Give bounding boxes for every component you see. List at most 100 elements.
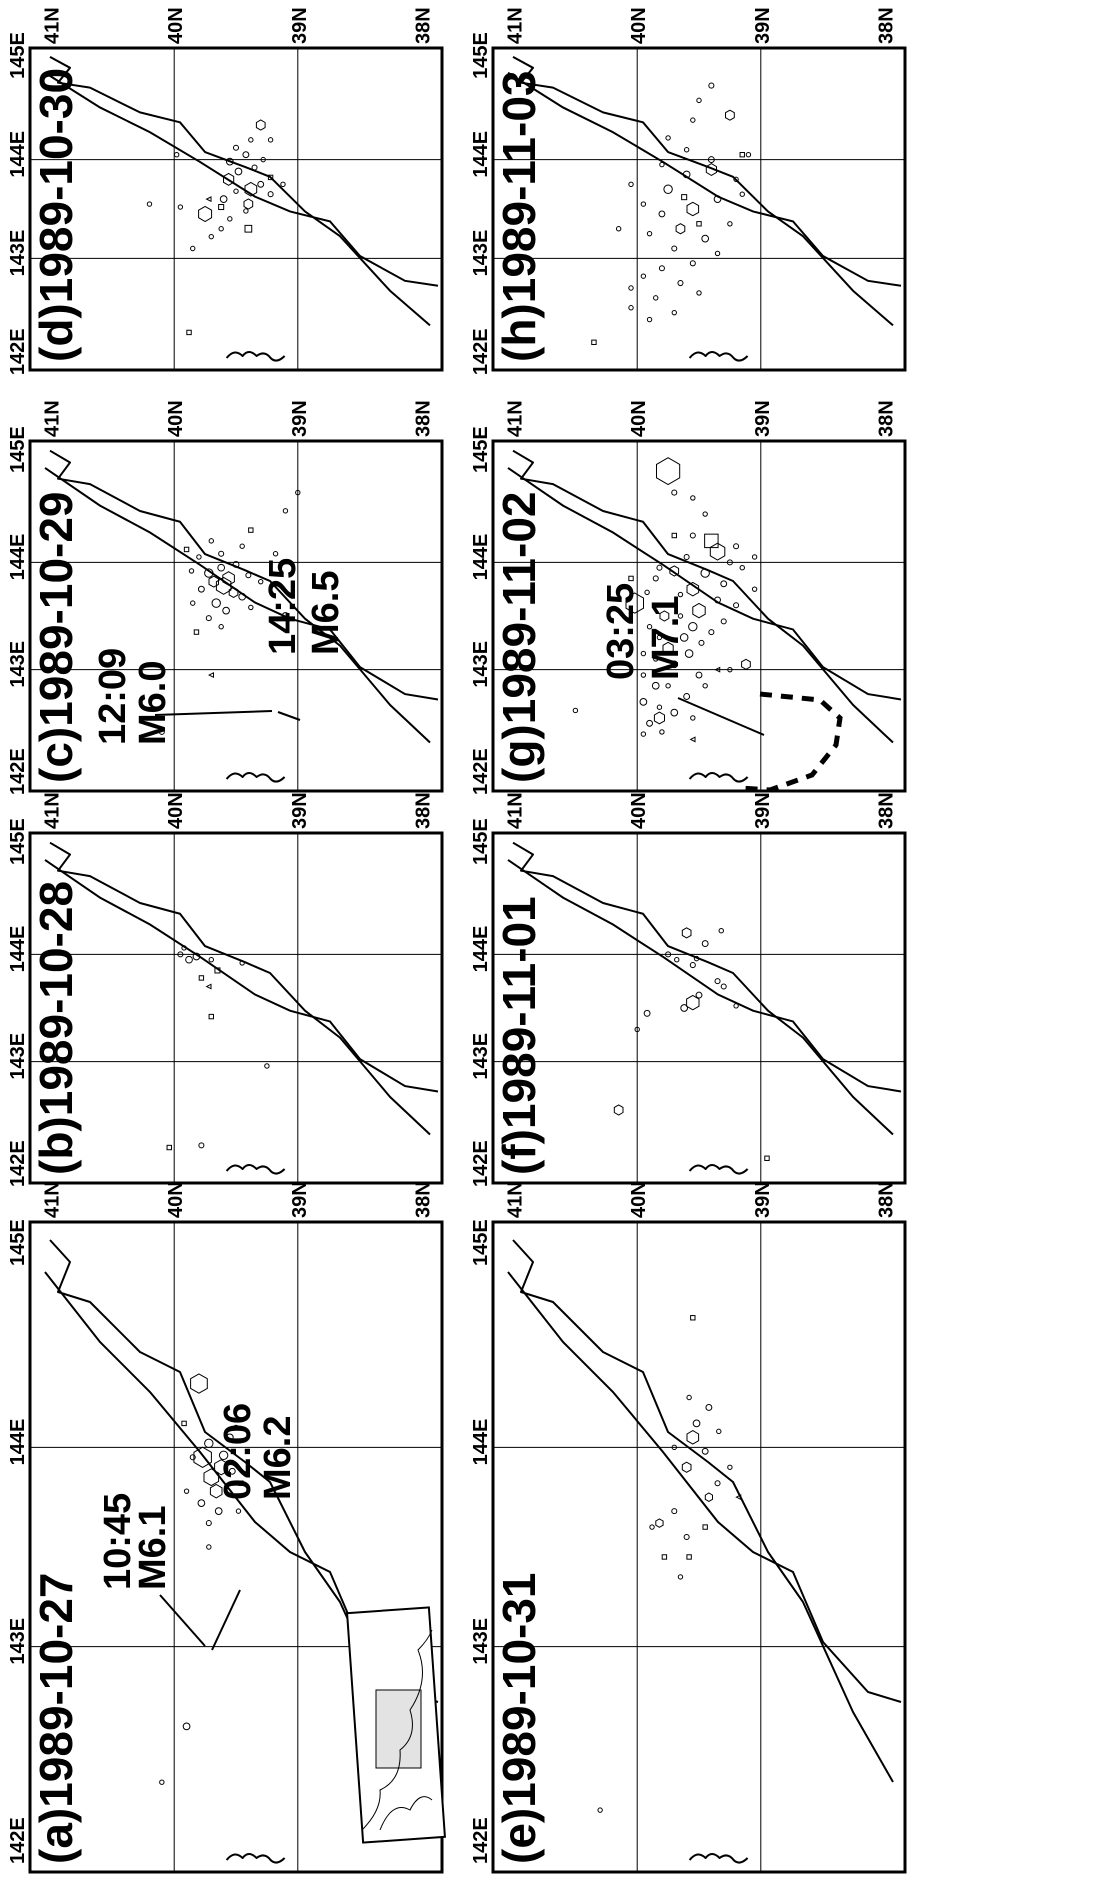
earthquake-marker-square [267,174,274,181]
earthquake-marker-circle [222,606,230,615]
earthquake-marker-circle [683,553,690,560]
latitude-tick-label: 38N [412,7,434,44]
earthquake-marker-circle [684,649,694,658]
latitude-tick-label: 39N [289,1181,311,1218]
coastline-feature [225,772,286,783]
earthquake-marker-square [186,329,192,336]
trench-line-inner [512,56,894,327]
earthquake-marker-circle [708,629,715,636]
earthquake-marker-circle [228,1467,236,1475]
trench-line-inner [49,841,431,1136]
earthquake-marker-circle [707,156,715,164]
earthquake-marker-hexagon [243,198,254,210]
earthquake-marker-circle [701,940,709,948]
latitude-tick-label: 38N [412,1181,434,1218]
earthquake-marker-hexagon [686,994,700,1011]
earthquake-marker-circle [211,598,221,608]
earthquake-marker-triangle [205,983,212,990]
event-time-label: 03:25 [600,583,642,680]
earthquake-marker-circle [640,731,647,737]
longitude-tick-label: 144E [7,534,29,581]
earthquake-marker-hexagon [208,575,219,588]
earthquake-marker-circle [653,656,659,662]
earthquake-marker-circle [690,117,696,123]
earthquake-marker-square [591,339,597,346]
event-time-label: 10:45 [97,1493,139,1590]
earthquake-marker-circle [217,563,226,572]
earthquake-marker-circle [695,671,703,679]
latitude-tick-label: 38N [875,1181,897,1218]
earthquake-marker-circle [628,181,634,188]
earthquake-marker-circle [204,1438,214,1449]
earthquake-marker-triangle [735,1494,742,1501]
inset-coastline [379,1796,433,1831]
earthquake-marker-circle [692,1419,701,1428]
earthquake-marker-circle [677,591,684,598]
latitude-tick-label: 40N [165,792,187,829]
earthquake-marker-circle [173,151,180,158]
earthquake-marker-circle [188,568,195,574]
earthquake-marker-circle [671,1508,678,1515]
longitude-tick-label: 142E [7,1140,29,1187]
earthquake-marker-circle [192,952,201,961]
earthquake-marker-circle [671,489,678,496]
longitude-tick-label: 143E [470,1033,492,1080]
longitude-tick-label: 145E [470,818,492,865]
event-magnitude-label: M6.1 [132,1506,174,1590]
latitude-tick-label: 41N [505,7,527,44]
earthquake-marker-circle [727,221,733,227]
earthquake-marker-square [704,533,719,549]
earthquake-marker-hexagon [692,602,706,619]
panel-title: (e)1989-10-31 [493,1572,545,1864]
earthquake-marker-hexagon [255,119,266,131]
earthquake-marker-circle [248,604,254,611]
earthquake-marker-circle [690,495,696,501]
earthquake-marker-circle [640,201,647,207]
earthquake-marker-circle [653,295,659,301]
earthquake-marker-circle [671,309,677,316]
panel-frame [491,1220,907,1874]
earthquake-marker-circle [182,1722,191,1731]
longitude-tick-label: 143E [470,641,492,688]
panel-content [30,833,442,1183]
earthquake-marker-circle [665,951,672,958]
longitude-tick-label: 142E [7,748,29,795]
longitude-tick-label: 143E [7,230,29,277]
coastline-feature [225,1853,286,1864]
earthquake-marker-hexagon [741,658,751,670]
earthquake-marker-circle [295,489,301,496]
earthquake-marker-circle [177,204,184,210]
longitude-tick-label: 142E [470,328,492,375]
earthquake-marker-circle [646,230,653,237]
earthquake-marker-circle [281,612,290,620]
earthquake-marker-circle [219,195,228,203]
inset-locator-map [346,1606,446,1844]
latitude-tick-label: 40N [628,400,650,437]
earthquake-marker-circle [733,602,740,609]
coastline-feature [688,772,749,783]
earthquake-marker-circle [218,1450,229,1461]
earthquake-marker-square [690,1315,696,1321]
earthquake-marker-circle [714,1480,721,1487]
trench-line-outer [507,859,902,1093]
earthquake-marker-circle [733,176,739,183]
earthquake-marker-circle [720,580,728,588]
longitude-tick-label: 144E [7,926,29,973]
earthquake-marker-circle [267,137,274,143]
earthquake-marker-circle [177,951,184,958]
earthquake-marker-circle [727,666,733,673]
event-magnitude-label: M7.1 [645,596,687,680]
earthquake-marker-circle [674,957,680,963]
latitude-tick-label: 38N [875,792,897,829]
earthquake-marker-circle [658,210,666,218]
latitude-tick-label: 40N [628,792,650,829]
earthquake-marker-square [193,629,200,635]
earthquake-marker-triangle [207,672,214,679]
earthquake-marker-circle [257,180,265,188]
earthquake-marker-circle [205,1520,212,1527]
earthquake-marker-circle [652,575,659,582]
latitude-tick-label: 40N [165,1181,187,1218]
latitude-tick-label: 39N [289,7,311,44]
